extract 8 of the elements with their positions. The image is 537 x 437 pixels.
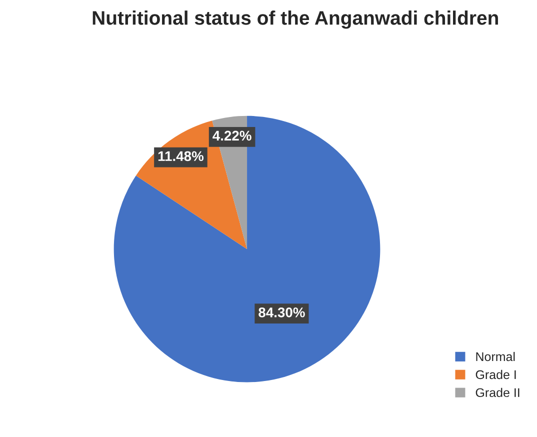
data-label: 11.48% — [158, 151, 204, 162]
data-label: 84.30% — [258, 308, 305, 318]
legend-label: Grade II — [476, 388, 520, 398]
chart-title: Nutritional status of the Anganwadi children — [92, 10, 498, 29]
data-label: 4.22% — [212, 130, 252, 141]
legend-label: Normal — [476, 352, 515, 362]
legend-label: Grade I — [476, 370, 516, 380]
pie-slice — [114, 116, 380, 382]
